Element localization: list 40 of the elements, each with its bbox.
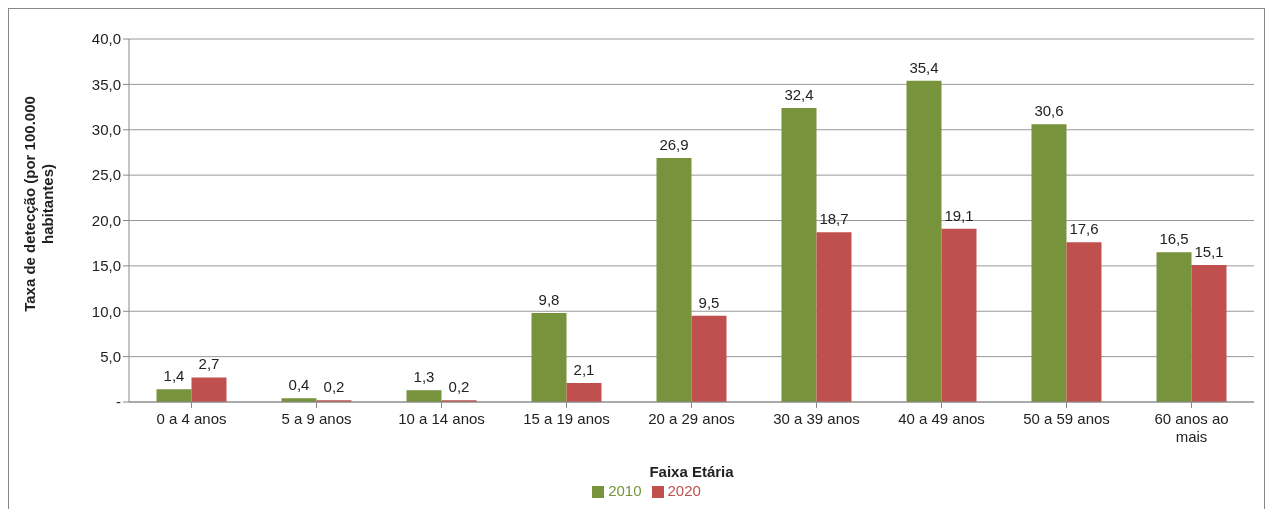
data-label: 0,4 xyxy=(288,376,310,394)
y-tick-label: 5,0 xyxy=(100,347,121,365)
data-label: 9,8 xyxy=(538,291,560,309)
x-tick-label: 5 a 9 anos xyxy=(281,410,352,427)
data-label: 0,2 xyxy=(323,378,345,396)
x-tick-label: 10 a 14 anos xyxy=(398,410,485,427)
x-tick-label: 40 a 49 anos xyxy=(898,410,985,427)
x-tick-label: 20 a 29 anos xyxy=(648,410,735,427)
data-label: 2,7 xyxy=(198,355,220,373)
x-tick-label: 30 a 39 anos xyxy=(773,410,860,427)
data-label: 16,5 xyxy=(1159,230,1189,248)
y-tick-label: 40,0 xyxy=(91,30,121,48)
y-tick-label: 20,0 xyxy=(91,211,121,229)
data-label: 35,4 xyxy=(909,58,939,76)
x-tick-label: 0 a 4 anos xyxy=(156,410,227,427)
x-tick-label: 50 a 59 anos xyxy=(1023,410,1110,427)
y-tick-label: 15,0 xyxy=(91,257,121,275)
data-label: 19,1 xyxy=(944,206,974,224)
data-label: 17,6 xyxy=(1069,220,1099,238)
legend-label: 2020 xyxy=(667,482,701,499)
data-label: 1,4 xyxy=(163,367,185,385)
data-label: 26,9 xyxy=(659,135,689,153)
data-label: 32,4 xyxy=(784,85,814,103)
data-label: 30,6 xyxy=(1034,102,1064,120)
data-label: 15,1 xyxy=(1194,242,1224,260)
y-tick-label: 30,0 xyxy=(91,121,121,139)
data-label: 1,3 xyxy=(413,368,435,386)
y-tick-label: 25,0 xyxy=(91,166,121,184)
data-label: 0,2 xyxy=(448,378,470,396)
y-tick-label: - xyxy=(116,393,121,411)
x-tick-label: 60 anos ao mais xyxy=(1154,410,1229,445)
y-axis-title: Taxa de detecção (por 100.000 habitantes) xyxy=(21,96,56,312)
data-label: 9,5 xyxy=(698,293,720,311)
x-tick-label: 15 a 19 anos xyxy=(523,410,610,427)
y-tick-label: 35,0 xyxy=(91,75,121,93)
data-label: 18,7 xyxy=(819,210,849,228)
data-label: 2,1 xyxy=(573,360,595,378)
x-axis-title: Faixa Etária xyxy=(649,463,735,480)
y-tick-label: 10,0 xyxy=(91,302,121,320)
legend-label: 2010 xyxy=(608,482,642,499)
